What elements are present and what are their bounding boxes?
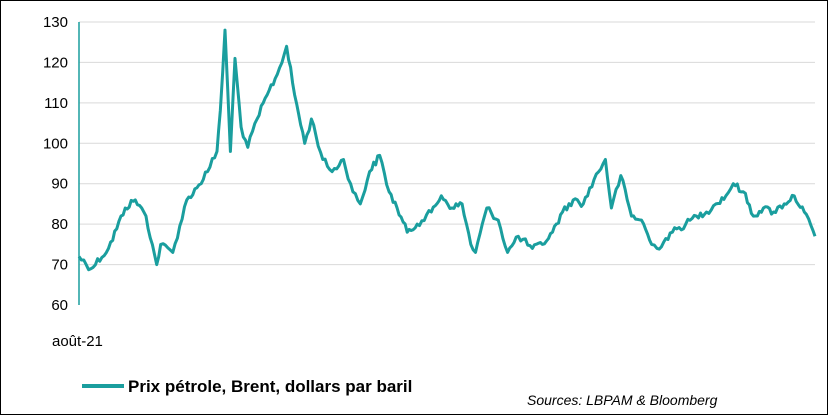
y-tick-label: 110 [44, 95, 68, 112]
legend-label: Prix pétrole, Brent, dollars par baril [128, 377, 412, 396]
y-tick-label: 80 [51, 216, 68, 233]
y-tick-label: 100 [43, 135, 68, 152]
y-tick-label: 70 [51, 257, 68, 274]
y-axis-ticks: 60 70 80 90 100 110 120 130 [43, 14, 68, 314]
series-line-brent [77, 28, 817, 272]
y-tick-label: 60 [51, 297, 68, 314]
gridlines [79, 21, 815, 266]
source-note: Sources: LBPAM & Bloomberg [527, 392, 718, 408]
x-tick-label: août-21 [52, 333, 103, 350]
y-tick-label: 90 [51, 176, 68, 193]
y-tick-label: 130 [43, 14, 68, 31]
y-tick-label: 120 [43, 54, 68, 71]
